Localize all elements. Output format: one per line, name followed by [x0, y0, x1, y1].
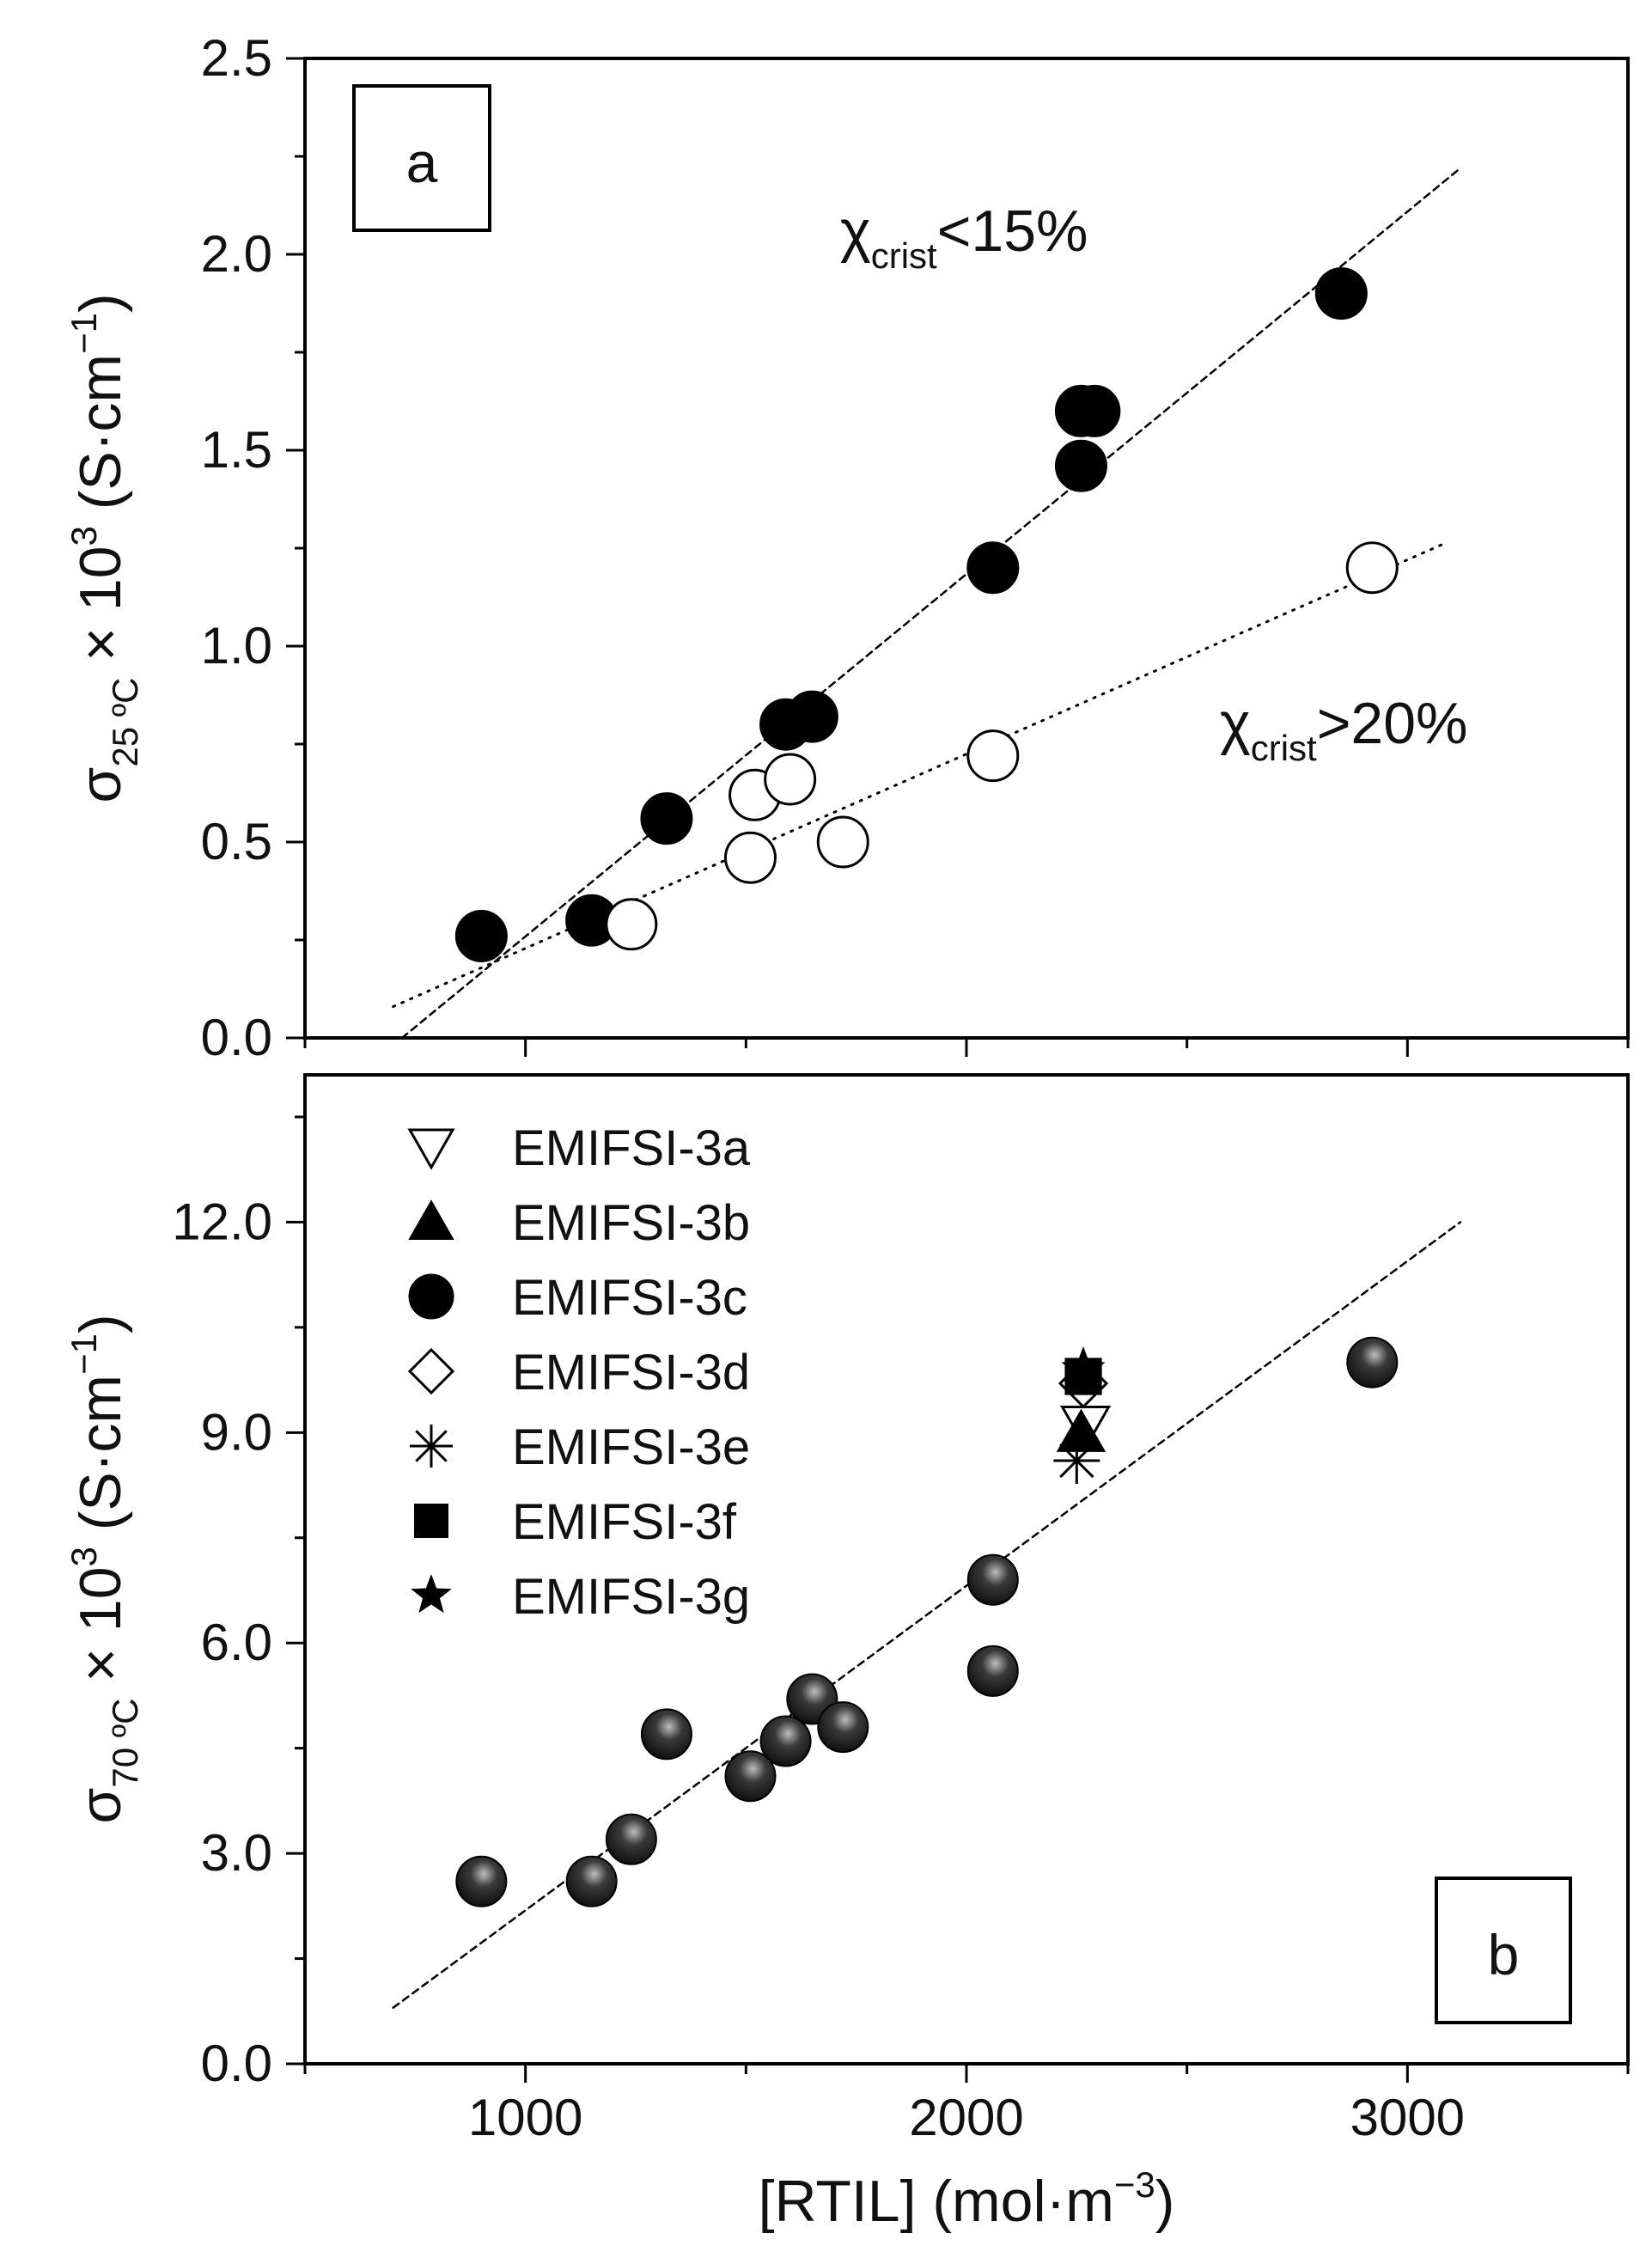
panel-a-points	[454, 267, 1399, 962]
y-tick-label-a: 1.5	[201, 421, 272, 479]
data-point-b-s1	[724, 1750, 777, 1803]
data-point-b-s1	[605, 1813, 657, 1865]
legend-label-7: EMIFSI-3g	[512, 1569, 750, 1625]
data-point-a-s1	[640, 792, 693, 845]
data-point-a-s2	[605, 898, 658, 951]
y-tick-label-b: 0.0	[201, 2035, 272, 2092]
data-point-b-s3	[1056, 1408, 1106, 1452]
data-point-a-s2	[816, 815, 869, 869]
y-tick-label-a: 2.5	[201, 29, 272, 87]
panel-a-fit-lines	[392, 167, 1462, 1040]
data-point-b-s1	[1346, 1336, 1399, 1388]
x-tick-label: 3000	[1350, 2089, 1465, 2146]
data-point-a-s1	[966, 541, 1020, 595]
annotation-crist-high: χcrist>20%	[1220, 691, 1468, 768]
legend-marker-7	[411, 1574, 452, 1614]
legend-label-5: EMIFSI-3e	[512, 1419, 750, 1475]
data-point-b-s1	[759, 1715, 812, 1767]
data-point-a-s1	[1054, 439, 1107, 492]
panel-a: 0.0 0.5 1.0 1.5 2.0 2.5 a χcrist<15% χcrist>2…	[64, 29, 1630, 1066]
panel-a-label-box	[352, 84, 491, 232]
legend-marker-3	[408, 1273, 454, 1320]
panel-b-points	[455, 1336, 1399, 1907]
legend-label-6: EMIFSI-3f	[512, 1494, 737, 1550]
legend-label-2: EMIFSI-3b	[512, 1195, 750, 1251]
panel-b-ticks: 0.0 3.0 6.0 9.0 12.0	[172, 1115, 1630, 2092]
y-tick-label-b: 9.0	[201, 1403, 272, 1461]
x-axis-ticks: 1000 2000 3000	[468, 2089, 1465, 2146]
legend-label-4: EMIFSI-3d	[512, 1345, 750, 1401]
legend-marker-2	[408, 1199, 454, 1240]
data-point-a-s2	[723, 831, 777, 884]
data-point-b-s5	[1053, 1437, 1100, 1484]
legend-marker-6	[414, 1504, 448, 1538]
legend-marker-1	[407, 1128, 455, 1170]
data-point-b-s1	[817, 1701, 869, 1754]
x-axis-title: [RTIL] (mol·m−3)	[759, 2164, 1175, 2234]
y-tick-label-b: 12.0	[172, 1193, 272, 1250]
data-point-b-s7	[1061, 1346, 1106, 1388]
data-point-a-s1	[454, 909, 508, 962]
y-tick-label-b: 6.0	[201, 1614, 272, 1671]
data-point-a-s1	[785, 690, 838, 743]
legend-marker-4	[407, 1347, 455, 1395]
data-point-a-s2	[764, 753, 817, 806]
annotation-crist-low: χcrist<15%	[840, 198, 1088, 276]
panel-b-y-axis-title: σ70 ºC × 103 (S·cm−1)	[64, 1314, 145, 1823]
legend: EMIFSI-3a EMIFSI-3b EMIFSI-3c EMIFSI-3d EMIF…	[407, 1120, 751, 1625]
data-point-b-s1	[966, 1645, 1019, 1697]
panel-b-label-box	[1435, 1876, 1572, 2024]
data-point-a-s1	[1314, 267, 1368, 320]
data-point-a-s1	[1068, 384, 1121, 437]
panel-a-ticks: 0.0 0.5 1.0 1.5 2.0 2.5	[201, 29, 1630, 1066]
panel-b: 0.03.06.09.012.0 EMIFSI-3aEMIFSI-3bEMIFS…	[64, 1073, 1630, 2092]
data-point-a-s2	[966, 729, 1020, 783]
data-point-b-s1	[966, 1553, 1019, 1606]
x-tick-label: 2000	[909, 2089, 1023, 2146]
data-point-a-s2	[1345, 541, 1399, 595]
legend-marker-5	[410, 1425, 453, 1468]
panel-b-label: b	[1488, 1923, 1520, 1986]
y-tick-label-a: 2.0	[201, 225, 272, 283]
fit-line-a-1	[400, 167, 1462, 1040]
y-tick-label-a: 1.0	[201, 617, 272, 674]
panel-a-y-axis-title: σ25 ºC × 103 (S·cm−1)	[64, 293, 145, 802]
data-point-b-s1	[640, 1708, 692, 1761]
legend-label-3: EMIFSI-3c	[512, 1270, 747, 1326]
y-tick-label-a: 0.0	[201, 1009, 272, 1066]
panel-b-frame	[303, 1073, 1630, 2066]
panel-a-label: a	[406, 131, 438, 194]
y-tick-label-a: 0.5	[201, 813, 272, 870]
x-tick-label: 1000	[468, 2089, 582, 2146]
legend-label-1: EMIFSI-3a	[512, 1120, 751, 1176]
data-point-b-s1	[565, 1855, 618, 1907]
data-point-b-s1	[455, 1855, 508, 1907]
y-tick-label-b: 3.0	[201, 1824, 272, 1882]
